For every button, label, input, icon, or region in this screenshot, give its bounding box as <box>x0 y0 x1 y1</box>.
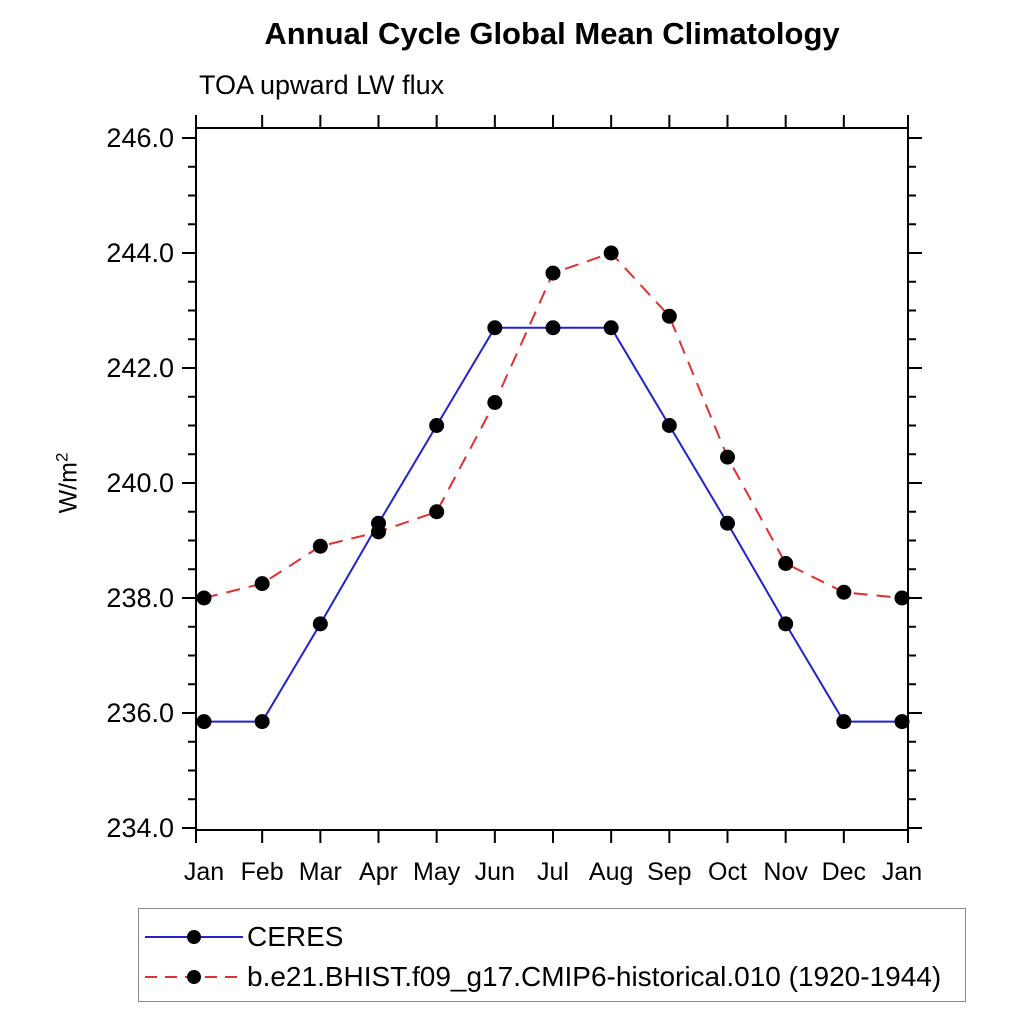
x-tick-label: Jan <box>882 858 922 886</box>
data-point <box>836 584 852 600</box>
x-tick-label: Jan <box>184 858 224 886</box>
series-line-1 <box>203 251 903 599</box>
data-point <box>196 714 212 730</box>
data-point <box>894 714 910 730</box>
legend-item-model: b.e21.BHIST.f09_g17.CMIP6-historical.010… <box>143 957 941 997</box>
x-tick-label: Feb <box>241 858 284 886</box>
data-point <box>487 395 503 410</box>
legend-sample-marker <box>187 930 201 944</box>
data-point <box>429 418 445 433</box>
legend-item-ceres: CERES <box>143 917 343 957</box>
x-tick-label: Dec <box>822 858 866 886</box>
legend-box: CERES b.e21.BHIST.f09_g17.CMIP6-historic… <box>138 908 966 1002</box>
y-tick-label: 236.0 <box>106 698 174 728</box>
x-tick-label: Jul <box>537 858 569 886</box>
x-tick-label: May <box>413 858 461 886</box>
x-tick-label: Oct <box>708 858 747 886</box>
data-point <box>836 714 852 730</box>
series-line-0 <box>204 326 902 723</box>
y-tick-label: 238.0 <box>106 583 174 613</box>
data-point <box>778 616 794 632</box>
data-point <box>778 556 794 571</box>
ceres-line-sample-icon <box>145 930 243 944</box>
legend-sample-marker <box>187 970 201 984</box>
data-point <box>429 504 445 520</box>
data-point <box>487 320 503 336</box>
model-line-sample-icon <box>145 970 243 984</box>
data-point <box>720 515 735 531</box>
data-point <box>545 265 561 281</box>
legend-label-ceres: CERES <box>247 921 344 952</box>
chart-title: Annual Cycle Global Mean Climatology <box>264 16 840 51</box>
data-point <box>894 590 910 606</box>
y-tick-label: 246.0 <box>106 123 174 153</box>
data-point <box>254 576 270 592</box>
y-tick-label: 244.0 <box>106 238 174 268</box>
data-point <box>603 320 619 336</box>
data-point <box>603 245 619 261</box>
y-tick-label: 234.0 <box>106 813 174 843</box>
data-point <box>545 320 561 336</box>
y-tick-label: 242.0 <box>106 353 174 383</box>
x-tick-label: Jun <box>475 858 515 886</box>
legend-label-model: b.e21.BHIST.f09_g17.CMIP6-historical.010… <box>247 961 942 992</box>
data-point <box>661 418 677 433</box>
chart-subtitle: TOA upward LW flux <box>199 70 445 100</box>
x-tick-label: Sep <box>647 858 691 886</box>
data-point <box>371 524 386 540</box>
x-tick-label: Mar <box>299 858 342 886</box>
x-tick-label: Aug <box>589 858 633 886</box>
data-point <box>312 538 328 554</box>
data-point <box>661 308 677 324</box>
data-point <box>254 714 270 730</box>
data-point <box>720 449 735 465</box>
x-tick-label: Nov <box>763 858 808 886</box>
y-tick-label: 240.0 <box>106 468 174 498</box>
x-tick-label: Apr <box>359 858 398 886</box>
data-point <box>196 590 212 606</box>
data-point <box>312 616 328 632</box>
